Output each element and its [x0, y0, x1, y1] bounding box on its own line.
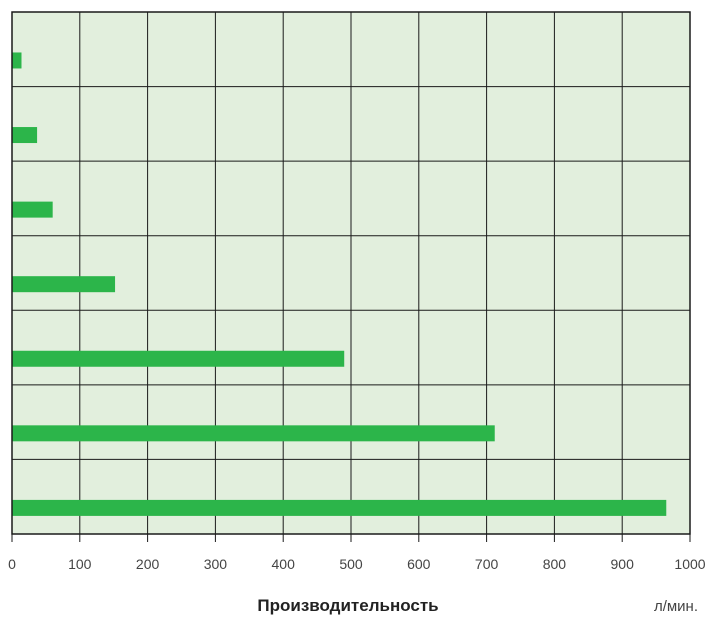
- x-tick-label: 1000: [674, 556, 705, 572]
- unit-label: л/мин.: [654, 598, 698, 615]
- bar: [12, 52, 22, 69]
- bar: [12, 276, 116, 293]
- x-tick-label: 0: [8, 556, 16, 572]
- x-tick-label: 100: [68, 556, 92, 572]
- x-tick-label: 200: [136, 556, 160, 572]
- bar: [12, 127, 38, 144]
- bar: [12, 425, 495, 442]
- bars: [12, 52, 667, 516]
- x-tick-label: 900: [611, 556, 635, 572]
- bar: [12, 350, 345, 367]
- x-tick-label: 600: [407, 556, 431, 572]
- x-tick-label: 500: [339, 556, 363, 572]
- plot-frame: [11, 11, 691, 535]
- bar: [12, 201, 53, 218]
- x-tick-label: 800: [543, 556, 567, 572]
- x-tick-labels: 0 100 200 300 400 500 600 700 800 900 1000: [8, 556, 706, 572]
- x-tick-label: 300: [204, 556, 228, 572]
- x-tick-label: 400: [272, 556, 296, 572]
- bar: [12, 499, 667, 516]
- x-tick-label: 700: [475, 556, 499, 572]
- x-axis-label: Производительность: [257, 596, 438, 615]
